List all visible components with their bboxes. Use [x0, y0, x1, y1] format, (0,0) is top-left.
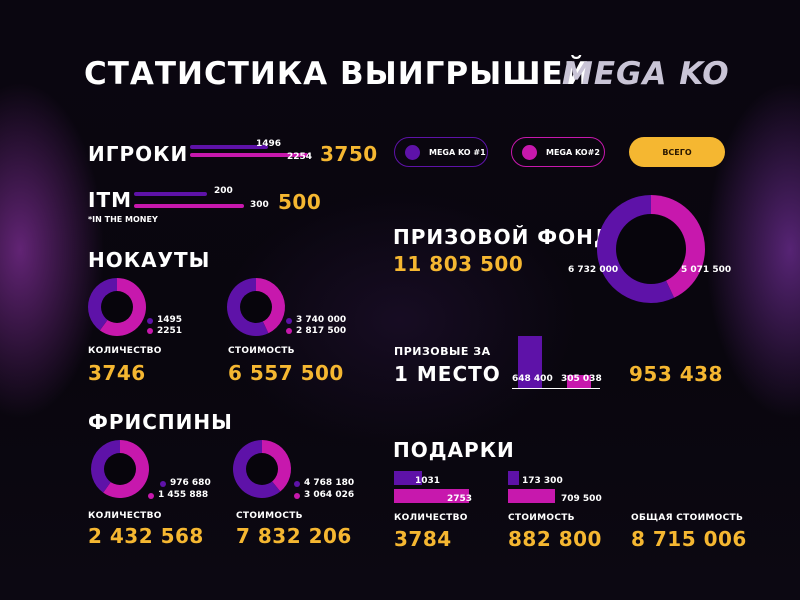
total-button-label: ВСЕГО [662, 147, 692, 157]
players-heading: ИГРОКИ [88, 142, 189, 166]
knockouts-count-series1-value: 1495 [157, 315, 183, 325]
series1-dot-icon [294, 481, 300, 487]
gifts-cost-series1-bar [508, 471, 520, 485]
donut-hole [246, 453, 278, 485]
players-series2-value: 2254 [287, 152, 313, 162]
freespins-count-total: 2 432 568 [88, 524, 204, 548]
players-series1-value: 1496 [256, 139, 282, 149]
gifts-count-label: КОЛИЧЕСТВО [394, 513, 468, 523]
itm-series1-value: 200 [214, 186, 233, 196]
gifts-cost-series2-bar [508, 489, 555, 503]
itm-series2-bar [134, 204, 244, 208]
gifts-count-series2-bar [394, 489, 469, 503]
first-place-total: 953 438 [629, 362, 723, 386]
series2-dot-icon [286, 328, 292, 334]
first-place-series1-bar [518, 336, 542, 388]
knockouts-cost-series1-value: 3 740 000 [296, 315, 347, 325]
first-place-heading-line2: 1 МЕСТО [394, 362, 501, 386]
donut-hole [240, 291, 272, 323]
knockouts-cost-donut [226, 278, 285, 336]
page-title: СТАТИСТИКА ВЫИГРЫШЕЙ [84, 56, 591, 92]
itm-heading: ITM [88, 188, 132, 212]
legend-series2-label: MEGA KO#2 [546, 147, 600, 157]
freespins-count-series1-value: 976 680 [170, 478, 211, 488]
legend-series1-label: MEGA KO #1 [429, 147, 486, 157]
freespins-cost-series1-value: 4 768 180 [304, 478, 355, 488]
freespins-cost-label: СТОИМОСТЬ [236, 511, 303, 521]
series1-dot-icon [160, 481, 166, 487]
donut-hole [616, 214, 686, 284]
gifts-overall-total: 8 715 006 [631, 527, 747, 551]
series2-dot-icon [522, 144, 537, 160]
freespins-heading: ФРИСПИНЫ [88, 410, 233, 434]
freespins-cost-donut [233, 440, 291, 498]
gifts-cost-total: 882 800 [508, 527, 602, 551]
knockouts-cost-series2-value: 2 817 500 [296, 326, 347, 336]
players-total: 3750 [320, 142, 378, 166]
knockouts-cost-total: 6 557 500 [228, 361, 344, 385]
freespins-count-donut [91, 440, 149, 498]
first-place-baseline [512, 388, 600, 389]
mega-ko-logo: MEGA KO [562, 56, 730, 92]
first-place-series2-bar [567, 374, 591, 388]
players-series2-bar [190, 153, 308, 157]
series1-dot-icon [147, 318, 153, 324]
prize-fund-total: 11 803 500 [393, 252, 524, 276]
itm-series2-value: 300 [250, 200, 269, 210]
gifts-count-series1-bar [394, 471, 423, 485]
series2-dot-icon [147, 328, 153, 334]
knockouts-count-series2-value: 2251 [157, 326, 183, 336]
prize-fund-series2-value: 5 071 500 [681, 265, 732, 275]
series2-dot-icon [148, 493, 154, 499]
series1-dot-icon [286, 318, 292, 324]
knockouts-count-donut [88, 278, 146, 336]
freespins-cost-total: 7 832 206 [236, 524, 352, 548]
gifts-heading: ПОДАРКИ [393, 438, 515, 462]
series1-dot-icon [405, 144, 420, 160]
knockouts-heading: НОКАУТЫ [88, 248, 211, 272]
itm-note: *IN THE MONEY [88, 215, 158, 224]
legend-series1-button[interactable]: MEGA KO #1 [394, 137, 488, 167]
gifts-cost-label: СТОИМОСТЬ [508, 513, 575, 523]
gifts-cost-series1-value: 173 300 [522, 476, 563, 486]
itm-series1-bar [134, 192, 208, 196]
freespins-cost-series2-value: 3 064 026 [304, 490, 355, 500]
first-place-series1-value: 648 400 [512, 374, 553, 384]
freespins-count-series2-value: 1 455 888 [158, 490, 209, 500]
gifts-cost-series2-value: 709 500 [561, 494, 602, 504]
legend-series2-button[interactable]: MEGA KO#2 [511, 137, 605, 167]
donut-hole [104, 453, 136, 485]
total-button[interactable]: ВСЕГО [629, 137, 725, 167]
prize-fund-series1-value: 6 732 000 [568, 265, 619, 275]
itm-total: 500 [278, 190, 322, 214]
gifts-overall-label: ОБЩАЯ СТОИМОСТЬ [631, 513, 744, 523]
first-place-heading-line1: ПРИЗОВЫЕ ЗА [394, 345, 491, 358]
gifts-count-series2-value: 2753 [447, 494, 473, 504]
donut-hole [101, 291, 133, 323]
gifts-count-total: 3784 [394, 527, 452, 551]
players-series1-bar [190, 145, 269, 149]
gifts-count-series1-value: 1031 [415, 476, 441, 486]
freespins-count-label: КОЛИЧЕСТВО [88, 511, 162, 521]
knockouts-cost-label: СТОИМОСТЬ [228, 346, 295, 356]
prize-fund-heading: ПРИЗОВОЙ ФОНД [393, 225, 613, 249]
prize-fund-donut [597, 195, 705, 303]
knockouts-count-label: КОЛИЧЕСТВО [88, 346, 162, 356]
knockouts-count-total: 3746 [88, 361, 146, 385]
series2-dot-icon [294, 493, 300, 499]
first-place-series2-value: 305 038 [561, 374, 602, 384]
